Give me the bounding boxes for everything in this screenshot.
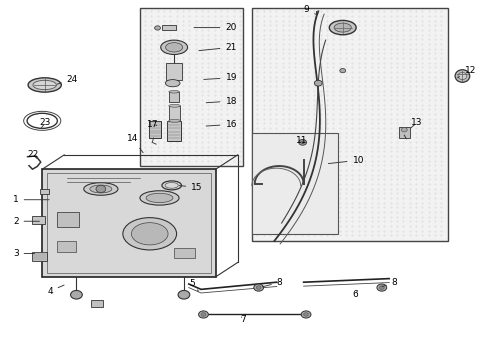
Ellipse shape (161, 40, 188, 54)
Bar (399, 127, 410, 138)
Text: 11: 11 (296, 136, 308, 145)
Circle shape (178, 291, 190, 299)
Ellipse shape (140, 191, 179, 205)
Text: 4: 4 (47, 285, 64, 296)
Ellipse shape (455, 70, 470, 82)
Text: 18: 18 (206, 96, 237, 105)
Ellipse shape (33, 80, 56, 90)
Text: 3: 3 (13, 249, 35, 258)
Ellipse shape (329, 21, 356, 35)
Bar (42, 169, 216, 277)
Text: 17: 17 (147, 120, 159, 129)
Text: 8: 8 (382, 278, 397, 287)
Ellipse shape (169, 90, 179, 93)
Bar (91, 300, 103, 307)
Ellipse shape (28, 78, 61, 92)
Circle shape (198, 311, 208, 318)
Bar (32, 216, 45, 224)
Text: 15: 15 (179, 183, 203, 192)
Circle shape (401, 128, 407, 132)
Bar (32, 252, 47, 261)
Bar (169, 107, 180, 120)
Circle shape (340, 68, 345, 73)
Ellipse shape (334, 23, 351, 32)
Bar (167, 121, 180, 140)
Bar (47, 173, 211, 273)
Text: 22: 22 (27, 150, 39, 159)
Text: 19: 19 (204, 73, 237, 82)
Bar (57, 212, 79, 226)
Bar (169, 92, 179, 102)
Circle shape (301, 311, 311, 318)
Ellipse shape (84, 183, 118, 195)
Ellipse shape (146, 193, 173, 203)
Ellipse shape (165, 80, 180, 87)
Text: 8: 8 (262, 278, 283, 287)
Text: 6: 6 (352, 290, 358, 299)
Bar (149, 121, 161, 138)
Ellipse shape (123, 218, 176, 250)
Text: 10: 10 (328, 156, 364, 165)
Text: 24: 24 (57, 75, 78, 84)
Bar (252, 134, 338, 234)
Bar (252, 8, 448, 241)
Ellipse shape (458, 72, 467, 80)
Ellipse shape (90, 185, 112, 193)
Ellipse shape (169, 104, 180, 107)
Circle shape (201, 313, 206, 316)
Circle shape (96, 185, 106, 193)
Text: 14: 14 (127, 134, 143, 153)
Circle shape (379, 286, 384, 289)
Text: 21: 21 (199, 43, 237, 52)
Circle shape (254, 284, 264, 291)
Text: 7: 7 (240, 315, 246, 324)
Circle shape (377, 284, 387, 291)
Circle shape (71, 291, 82, 299)
Circle shape (256, 286, 261, 289)
Circle shape (304, 313, 309, 316)
Ellipse shape (166, 42, 183, 52)
Bar (166, 63, 182, 80)
Text: 12: 12 (458, 66, 476, 78)
Bar (40, 189, 49, 194)
Text: 1: 1 (13, 195, 49, 204)
Ellipse shape (131, 223, 168, 245)
Circle shape (315, 80, 322, 86)
Bar (57, 241, 76, 252)
Text: 5: 5 (189, 279, 198, 291)
Text: 9: 9 (304, 5, 316, 14)
Text: 16: 16 (206, 120, 237, 129)
Bar (162, 25, 175, 31)
Circle shape (155, 26, 160, 30)
Text: 23: 23 (40, 118, 51, 128)
Bar (174, 248, 195, 258)
Circle shape (299, 139, 307, 145)
Text: 20: 20 (194, 23, 237, 32)
Ellipse shape (169, 120, 180, 122)
Bar (140, 8, 243, 166)
Text: 2: 2 (13, 217, 40, 226)
Circle shape (301, 141, 305, 144)
Text: 13: 13 (411, 118, 423, 128)
